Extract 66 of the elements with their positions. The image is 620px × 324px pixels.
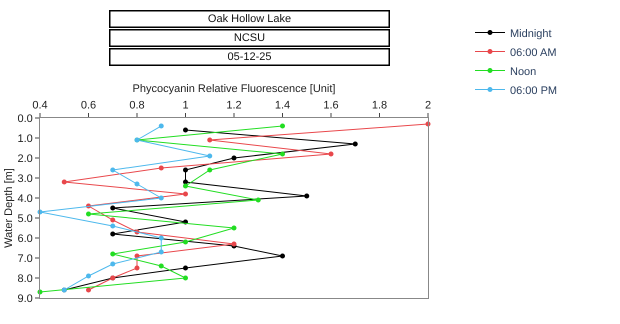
point	[232, 226, 236, 230]
y-tick-label: 1.0	[18, 132, 33, 145]
point	[158, 196, 164, 200]
y-tick-label: 5.0	[18, 212, 33, 225]
legend-label: Noon	[510, 66, 536, 78]
y-tick-label: 0.0	[18, 112, 33, 125]
point	[110, 224, 116, 228]
point	[86, 274, 91, 278]
x-axis-title: Phycocyanin Relative Fluorescence [Unit]	[132, 83, 336, 96]
point	[158, 250, 164, 254]
x-tick-label: 0.8	[129, 100, 145, 112]
point	[232, 156, 236, 160]
y-tick-label: 4.0	[18, 192, 33, 205]
point	[304, 194, 310, 198]
point	[183, 168, 188, 172]
point	[158, 166, 164, 170]
legend-label: 06:00 PM	[510, 84, 558, 97]
point	[183, 240, 188, 244]
point	[207, 154, 212, 158]
x-tick-label: 1.2	[226, 100, 242, 112]
point	[280, 124, 285, 128]
x-tick-label: 2	[424, 100, 432, 112]
x-tick-label: 1.8	[372, 100, 388, 112]
point	[328, 152, 334, 156]
point	[86, 212, 91, 216]
point	[183, 266, 188, 270]
chart-title: Oak Hollow Lake	[208, 13, 292, 25]
point	[158, 124, 164, 128]
legend-label: Midnight	[510, 28, 552, 40]
point	[110, 218, 116, 222]
point	[134, 182, 140, 186]
text: 05-12-25	[227, 51, 272, 63]
point	[183, 128, 188, 132]
y-axis-title: Water Depth [m]	[3, 168, 16, 248]
point	[207, 168, 212, 172]
point	[280, 152, 285, 156]
y-tick-label: 6.0	[18, 232, 33, 245]
point	[280, 254, 285, 258]
y-tick-label: 2.0	[18, 152, 33, 165]
legend-label: 06:00 AM	[510, 46, 556, 59]
point	[158, 236, 164, 240]
x-tick-label: 1	[182, 100, 189, 112]
y-tick-label: 7.0	[18, 252, 33, 265]
point	[158, 264, 164, 268]
x-tick-label: 0.4	[32, 100, 48, 112]
point	[183, 192, 188, 196]
x-tick-label: 0.6	[80, 100, 96, 112]
point	[134, 266, 140, 270]
point	[183, 184, 188, 188]
point	[110, 262, 116, 266]
point	[256, 198, 261, 202]
point	[110, 232, 116, 236]
point	[110, 168, 116, 172]
point	[110, 206, 116, 210]
y-tick-label: 9.0	[18, 292, 33, 305]
point	[183, 276, 188, 280]
point	[352, 142, 358, 146]
x-tick-label: 1.6	[323, 100, 339, 112]
x-tick-label: 1.4	[274, 100, 290, 112]
point	[86, 288, 91, 292]
chart-subtitle: NCSU	[234, 32, 266, 44]
y-tick-label: 8.0	[18, 272, 33, 285]
point	[110, 252, 116, 256]
y-tick-label: 3.0	[18, 172, 33, 185]
point	[62, 180, 67, 184]
point	[207, 138, 212, 142]
